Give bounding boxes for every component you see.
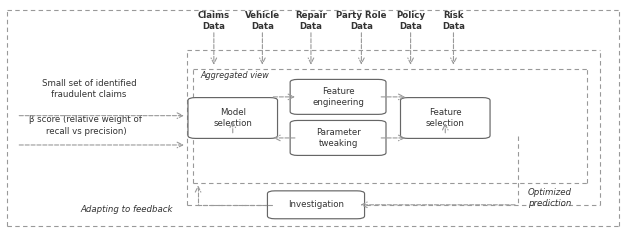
Text: Repair
Data: Repair Data bbox=[295, 11, 327, 31]
Text: Investigation: Investigation bbox=[288, 200, 344, 209]
Text: Feature
engineering: Feature engineering bbox=[312, 87, 364, 107]
Text: Optimized
prediction: Optimized prediction bbox=[527, 188, 571, 208]
Text: Vehicle
Data: Vehicle Data bbox=[245, 11, 280, 31]
FancyBboxPatch shape bbox=[290, 79, 386, 114]
FancyBboxPatch shape bbox=[401, 98, 490, 138]
Text: Feature
selection: Feature selection bbox=[426, 108, 465, 128]
Text: Small set of identified
fraudulent claims: Small set of identified fraudulent claim… bbox=[42, 79, 137, 99]
Text: Claims
Data: Claims Data bbox=[198, 11, 230, 31]
FancyBboxPatch shape bbox=[267, 191, 365, 219]
Text: Aggregated view: Aggregated view bbox=[200, 71, 269, 80]
Text: β score (relative weight of
recall vs precision): β score (relative weight of recall vs pr… bbox=[30, 115, 142, 135]
FancyBboxPatch shape bbox=[290, 120, 386, 156]
Text: Model
selection: Model selection bbox=[214, 108, 252, 128]
Text: Policy
Data: Policy Data bbox=[396, 11, 425, 31]
Text: Adapting to feedback: Adapting to feedback bbox=[80, 205, 173, 214]
Text: Parameter
tweaking: Parameter tweaking bbox=[316, 128, 360, 148]
Text: Party Role
Data: Party Role Data bbox=[336, 11, 387, 31]
Text: Risk
Data: Risk Data bbox=[442, 11, 465, 31]
FancyBboxPatch shape bbox=[188, 98, 277, 138]
